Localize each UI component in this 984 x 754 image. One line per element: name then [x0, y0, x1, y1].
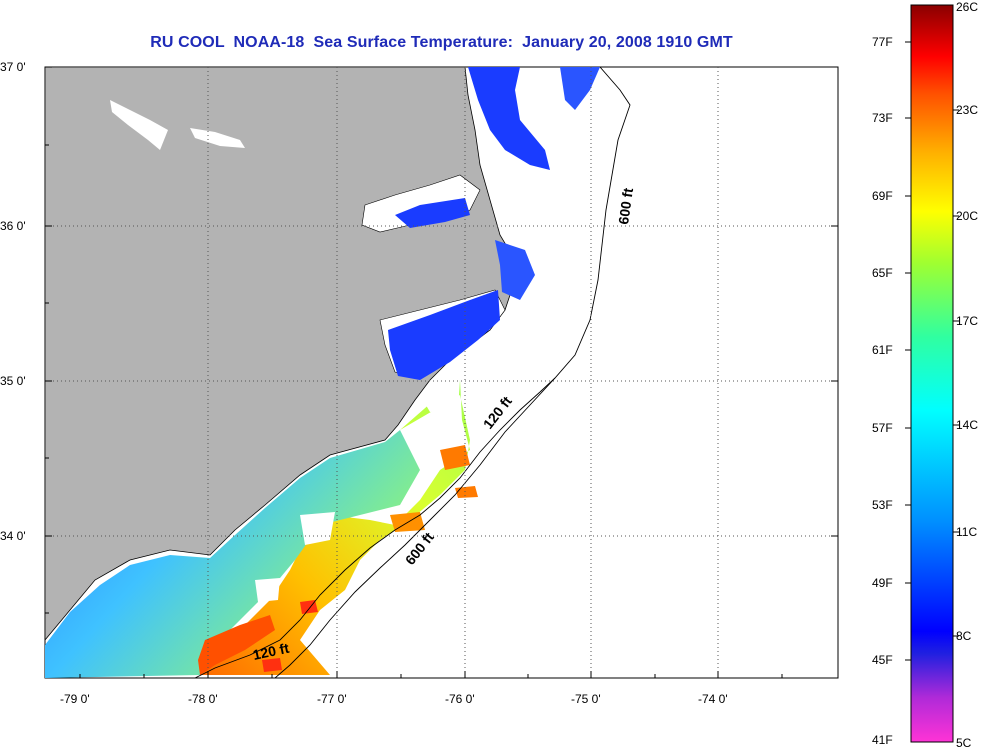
lon-label-76: -76 0' [445, 692, 475, 706]
sst-cold-north-2 [560, 67, 600, 110]
sst-warm-patch-4 [300, 600, 318, 614]
contour-600ft-north [539, 67, 631, 393]
cb-f-77: 77F [872, 35, 893, 49]
lon-label-77: -77 0' [317, 692, 347, 706]
contour-600ft-south [274, 377, 556, 678]
lat-label-36: 36 0' [0, 219, 26, 233]
sst-cold-sounds [395, 198, 470, 228]
no-data-gap-3 [420, 380, 460, 412]
cb-c-26: 26C [956, 0, 979, 14]
contour-label-120ft-southwest: 120 ft [251, 640, 290, 663]
cb-f-61: 61F [872, 343, 893, 357]
cb-c-5: 5C [956, 736, 972, 750]
cb-c-20: 20C [956, 209, 979, 223]
cb-f-57: 57F [872, 421, 893, 435]
cb-f-69: 69F [872, 189, 893, 203]
cb-f-53: 53F [872, 498, 893, 512]
cb-f-73: 73F [872, 111, 893, 125]
lon-label-74: -74 0' [698, 692, 728, 706]
lat-label-34: 34 0' [0, 529, 26, 543]
map-title: RU COOL NOAA-18 Sea Surface Temperature:… [150, 34, 733, 51]
cb-c-8: 8C [956, 629, 972, 643]
lon-label-79: -79 0' [60, 692, 90, 706]
cb-c-11: 11C [956, 525, 978, 539]
cb-f-41: 41F [872, 733, 893, 747]
colorbar [910, 4, 954, 743]
sst-warm-patch-1 [440, 445, 470, 470]
cb-f-49: 49F [872, 576, 893, 590]
inland-lake-1 [110, 100, 168, 150]
sst-cold-shelf [495, 240, 535, 300]
contour-label-600ft-north: 600 ft [615, 187, 636, 226]
no-data-gap-1 [300, 512, 335, 545]
cb-c-23: 23C [956, 103, 979, 117]
inland-lake-2 [190, 128, 245, 148]
sst-cold-pamlico [388, 290, 500, 380]
sst-cold-north [468, 67, 550, 170]
sst-warm-patch-5 [198, 615, 275, 675]
cb-c-14: 14C [956, 418, 979, 432]
lon-label-78: -78 0' [188, 692, 218, 706]
cb-f-65: 65F [872, 266, 893, 280]
sst-cool-coastal [45, 430, 420, 678]
colorbar-ticks [905, 41, 959, 661]
contour-120ft-south [194, 391, 541, 678]
no-data-gap-2 [255, 578, 280, 602]
lat-label-35: 35 0' [0, 374, 26, 388]
cb-f-45: 45F [872, 653, 893, 667]
axis-ticks [45, 66, 838, 678]
lon-label-75: -75 0' [571, 692, 601, 706]
lat-label-37: 37 0' [0, 60, 26, 74]
sst-warm-patch-2 [455, 486, 478, 498]
sst-warm-patch-6 [262, 658, 282, 672]
cb-c-17: 17C [956, 314, 979, 328]
sst-warm-onslow [200, 380, 470, 675]
graticule [45, 67, 838, 678]
